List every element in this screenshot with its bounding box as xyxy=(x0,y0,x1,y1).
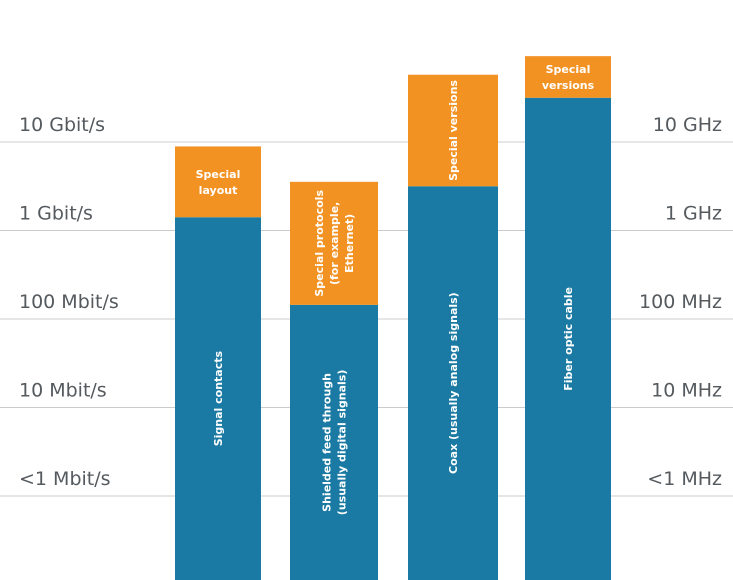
frequency-label: 1 GHz xyxy=(665,203,722,225)
extension-bar-label: Special protocols (for example, Ethernet) xyxy=(313,190,356,297)
label-line: Special protocols xyxy=(313,190,326,297)
frequency-label: <1 MHz xyxy=(647,468,722,490)
extension-bar xyxy=(525,56,611,98)
base-bar-label: Fiber optic cable xyxy=(562,287,575,391)
base-bar xyxy=(290,304,378,580)
extension-bar-label: Special versions xyxy=(447,80,460,181)
data-rate-label: <1 Mbit/s xyxy=(19,468,111,490)
label-line: Fiber optic cable xyxy=(562,287,575,391)
base-bar xyxy=(175,217,261,580)
label-line: Shielded feed through xyxy=(321,373,334,512)
label-line: (for example, xyxy=(328,202,341,285)
extension-bar-label: Special layout xyxy=(196,168,241,197)
extension-bar xyxy=(408,74,498,187)
label-line: Coax (usually analog signals) xyxy=(447,292,460,474)
label-line: Ethernet) xyxy=(343,214,356,273)
label-line: versions xyxy=(542,79,595,92)
frequency-label: 100 MHz xyxy=(639,291,722,313)
frequency-label: 10 MHz xyxy=(651,380,722,402)
data-rate-label: 100 Mbit/s xyxy=(19,291,119,313)
label-line: Special xyxy=(196,168,241,181)
base-bar-label: Coax (usually analog signals) xyxy=(447,292,460,474)
label-line: (usually digital signals) xyxy=(336,370,349,516)
label-line: Special xyxy=(546,63,591,76)
label-line: Signal contacts xyxy=(212,350,225,446)
data-rate-label: 10 Gbit/s xyxy=(19,114,105,136)
extension-bar xyxy=(290,181,378,305)
label-line: layout xyxy=(199,184,238,197)
data-rate-label: 1 Gbit/s xyxy=(19,203,93,225)
data-rate-label: 10 Mbit/s xyxy=(19,380,107,402)
base-bar xyxy=(525,97,611,580)
extension-bar-label: Special versions xyxy=(542,63,595,92)
base-bar-label: Shielded feed through (usually digital si… xyxy=(321,370,349,516)
frequency-label: 10 GHz xyxy=(653,114,722,136)
extension-bar xyxy=(175,146,261,218)
label-line: Special versions xyxy=(447,80,460,181)
base-bar-label: Signal contacts xyxy=(212,350,225,446)
base-bar xyxy=(408,186,498,580)
